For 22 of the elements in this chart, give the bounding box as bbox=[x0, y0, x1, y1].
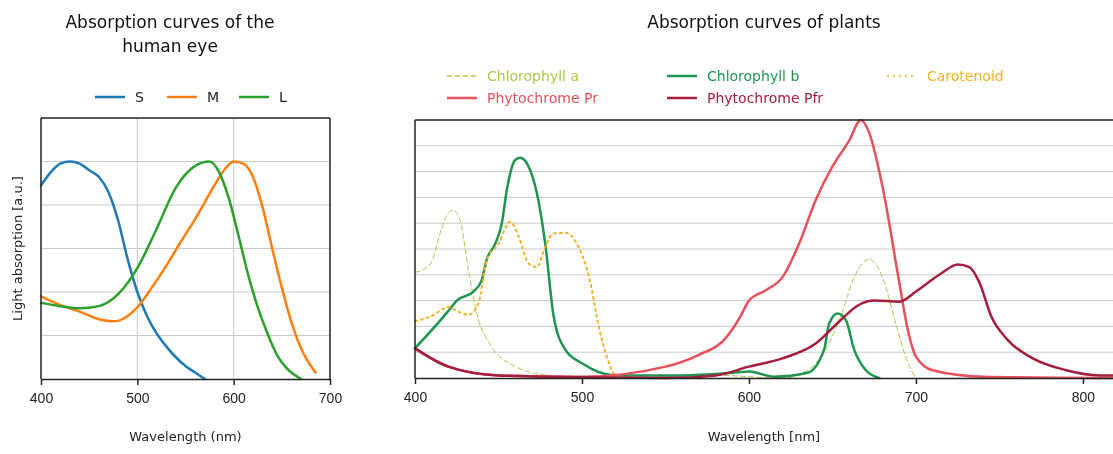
x-tick-label: 600 bbox=[737, 389, 762, 406]
x-axis-title: Wavelength [nm] bbox=[707, 429, 821, 444]
legend-label: S bbox=[135, 89, 144, 105]
chart-title: Absorption curves of the human eye bbox=[65, 12, 275, 56]
legend-label: Phytochrome Pfr bbox=[707, 90, 824, 106]
x-tick-label: 800 bbox=[1071, 389, 1096, 406]
legend-label: Carotenoid bbox=[927, 68, 1004, 84]
legend-label: Chlorophyll b bbox=[707, 68, 800, 84]
legend-label: L bbox=[279, 89, 287, 105]
chart-title: Absorption curves of plants bbox=[647, 12, 881, 32]
x-tick-label: 400 bbox=[29, 390, 54, 407]
x-tick-label: 500 bbox=[126, 390, 150, 407]
legend-label: Chlorophyll a bbox=[487, 68, 579, 84]
legend-label: Phytochrome Pr bbox=[487, 90, 599, 106]
x-tick-label: 500 bbox=[570, 389, 595, 406]
x-tick-label: 700 bbox=[904, 389, 929, 406]
x-tick-label: 700 bbox=[318, 390, 343, 407]
x-axis-title: Wavelength (nm) bbox=[129, 429, 242, 444]
x-tick-label: 400 bbox=[403, 389, 428, 406]
legend-label: M bbox=[207, 89, 220, 105]
x-tick-label: 600 bbox=[222, 390, 247, 407]
y-axis-title: Light absorption [a.u.] bbox=[10, 176, 25, 321]
